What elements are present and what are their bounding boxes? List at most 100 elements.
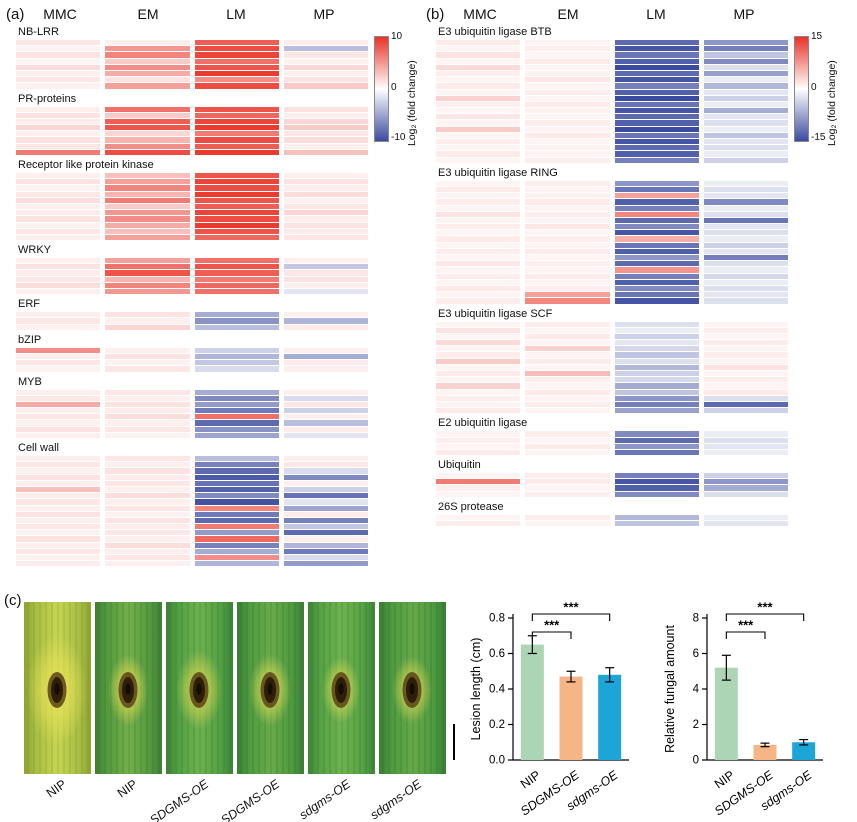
heatmap-cell <box>703 285 788 292</box>
heatmap-cell <box>703 279 788 285</box>
heatmap-cell <box>16 258 101 264</box>
column-header-em: EM <box>557 6 579 22</box>
heatmap-cell <box>703 395 788 401</box>
heatmap-cell <box>105 347 190 353</box>
heatmap-cell <box>436 395 521 401</box>
heatmap-cell <box>283 131 368 137</box>
heatmap-cell <box>105 222 190 228</box>
heatmap-cell <box>614 327 699 333</box>
heatmap-cell <box>436 52 521 58</box>
heatmap-cell <box>525 186 610 193</box>
heatmap-cell <box>614 157 699 163</box>
heatmap-cell <box>703 255 788 261</box>
heatmap-cell <box>614 285 699 292</box>
heatmap-cell <box>283 318 368 324</box>
column-header-lm: LM <box>646 6 666 22</box>
y-tick-label: 0.8 <box>489 613 505 625</box>
heatmap-cell <box>283 561 368 567</box>
heatmap-cell <box>194 203 279 210</box>
heatmap-cell <box>194 46 279 52</box>
heatmap-cell <box>525 377 610 383</box>
heatmap-cell <box>16 517 101 524</box>
colorbar-b-tick-mid: 0 <box>811 82 817 93</box>
heatmap-cell <box>194 360 279 366</box>
y-tick-label: 8 <box>693 613 699 625</box>
heatmap-cell <box>105 118 190 125</box>
heatmap-cell <box>436 389 521 395</box>
heatmap-cell <box>105 426 190 432</box>
heatmap-cell <box>703 217 788 224</box>
heatmap-cell <box>614 340 699 346</box>
heatmap-cell <box>16 468 101 474</box>
heatmap-cell <box>525 77 610 83</box>
heatmap-cell <box>105 389 190 395</box>
heatmap-cell <box>194 542 279 548</box>
heatmap-cell <box>703 230 788 236</box>
heatmap-cell <box>283 530 368 536</box>
heatmap-cell <box>525 473 610 479</box>
heatmap-cell <box>105 143 190 149</box>
heatmap-cell <box>283 52 368 58</box>
heatmap-cell <box>436 199 521 205</box>
heatmap-cell <box>16 360 101 366</box>
heatmap-cell <box>283 420 368 426</box>
heatmap-cell <box>105 524 190 530</box>
heatmap-cell <box>194 353 279 360</box>
heatmap-cell <box>105 324 190 330</box>
heatmap-cell <box>525 267 610 273</box>
heatmap-section-title: NB-LRR <box>18 26 59 38</box>
heatmap-cell <box>194 408 279 414</box>
heatmap-cell <box>283 401 368 408</box>
heatmap-cell <box>105 228 190 234</box>
heatmap-cell <box>614 364 699 370</box>
leaf-label: sdgms-OE <box>367 777 425 822</box>
y-tick-label: 0.4 <box>489 684 506 696</box>
heatmap-cell <box>525 151 610 157</box>
heatmap-cell <box>436 285 521 292</box>
heatmap-cell <box>703 443 788 449</box>
heatmap-cell <box>194 468 279 474</box>
column-header-lm: LM <box>226 6 246 22</box>
heatmap-cell <box>105 366 190 372</box>
heatmap-cell <box>614 485 699 491</box>
heatmap-cell <box>16 548 101 554</box>
heatmap-cell <box>16 276 101 282</box>
heatmap-cell <box>436 377 521 383</box>
heatmap-cell <box>194 149 279 155</box>
heatmap-cell <box>525 236 610 242</box>
panel-a-label: (a) <box>6 6 25 23</box>
heatmap-section-title: E2 ubiquitin ligase <box>438 417 528 430</box>
heatmap-a-headers: MMC EM LM MP <box>16 6 368 22</box>
heatmap-cell <box>436 224 521 230</box>
heatmap-section-title: MYB <box>18 375 42 388</box>
heatmap-cell <box>16 185 101 191</box>
y-tick-label: 2 <box>693 719 699 731</box>
heatmap-cell <box>16 64 101 70</box>
heatmap-cell <box>436 180 521 186</box>
heatmap-cell <box>283 203 368 210</box>
heatmap-cell <box>283 389 368 395</box>
heatmap-cell <box>614 333 699 340</box>
heatmap-cell <box>525 340 610 346</box>
heatmap-cell <box>283 258 368 264</box>
heatmap-cell <box>283 462 368 468</box>
heatmap-grid <box>436 514 788 527</box>
heatmap-cell <box>614 261 699 267</box>
heatmap-cell <box>194 480 279 486</box>
heatmap-grid <box>436 473 788 497</box>
heatmap-cell <box>525 83 610 89</box>
heatmap-grid <box>16 173 368 241</box>
heatmap-cell <box>436 431 521 437</box>
colorbar-b-gradient <box>794 36 809 142</box>
heatmap-cell <box>283 173 368 179</box>
heatmap-cell <box>614 236 699 242</box>
heatmap-cell <box>525 358 610 364</box>
leaf-photo: SDGMS-OE <box>147 602 233 822</box>
heatmap-cell <box>614 108 699 114</box>
heatmap-cell <box>525 395 610 401</box>
heatmap-cell <box>614 211 699 217</box>
heatmap-cell <box>283 270 368 276</box>
heatmap-cell <box>703 58 788 64</box>
heatmap-cell <box>436 186 521 193</box>
heatmap-cell <box>436 114 521 120</box>
